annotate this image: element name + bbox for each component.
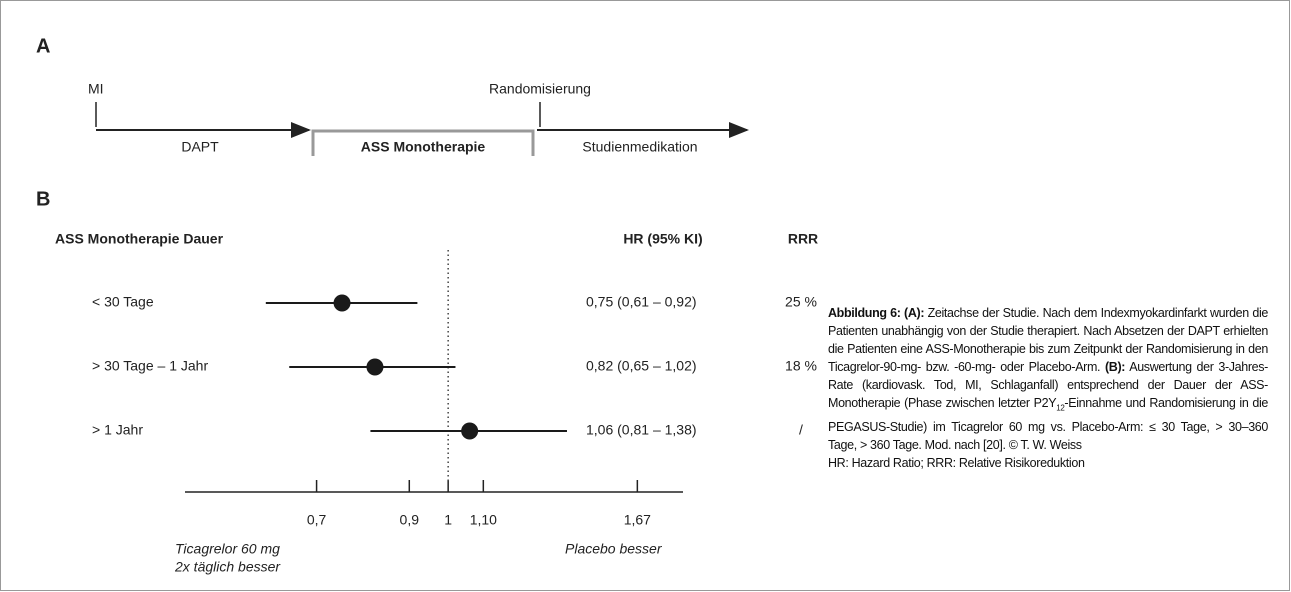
timeline-label: Randomisierung — [489, 81, 591, 97]
point-estimate — [366, 358, 384, 376]
timeline-bracket — [311, 129, 535, 156]
x-tick-label: 1 — [444, 512, 452, 528]
caption-text: HR: Hazard Ratio; RRR: Relative Risikore… — [828, 455, 1085, 470]
value-label: 1,06 (0,81 – 1,38) — [586, 422, 697, 438]
value-label: 0,82 (0,65 – 1,02) — [586, 358, 697, 374]
x-tick-label: 0,7 — [307, 512, 327, 528]
value-label: 0,75 (0,61 – 0,92) — [586, 294, 697, 310]
column-header: ASS Monotherapie Dauer — [55, 231, 224, 247]
caption-bold: (A): — [904, 306, 925, 320]
rrr-label: 25 % — [785, 294, 817, 310]
point-estimate — [461, 422, 479, 440]
row-label: > 30 Tage – 1 Jahr — [92, 358, 208, 374]
caption: Abbildung 6: (A): Zeitachse der Studie. … — [828, 304, 1268, 472]
column-header: HR (95% KI) — [623, 231, 702, 247]
panel-label: A — [36, 35, 50, 57]
row-label: < 30 Tage — [92, 294, 154, 310]
timeline-label: Studienmedikation — [582, 139, 697, 155]
row-label: > 1 Jahr — [92, 422, 143, 438]
timeline-label: MI — [88, 81, 104, 97]
caption-text: Auswertung der 3-Jahres-Rate (kardiovask… — [828, 360, 1268, 410]
annotation: Ticagrelor 60 mg — [175, 541, 280, 557]
caption-bold: (B): — [1104, 360, 1126, 374]
rrr-label: 18 % — [785, 358, 817, 374]
point-estimate — [333, 294, 351, 312]
annotation: Placebo besser — [565, 541, 663, 557]
timeline-label: ASS Monotherapie — [361, 139, 486, 155]
caption-text: Zeitachse der Studie. Nach dem Indexmyok… — [828, 306, 1268, 374]
caption-bold: Abbildung 6: — [828, 306, 901, 320]
rrr-label: / — [799, 422, 803, 438]
x-tick-label: 1,67 — [624, 512, 651, 528]
caption-text: -Einnahme und Randomisierung in die PEGA… — [828, 396, 1268, 452]
annotation: 2x täglich besser — [174, 559, 281, 575]
caption-subscript: 12 — [1056, 403, 1065, 413]
x-tick-label: 1,10 — [470, 512, 497, 528]
column-header: RRR — [788, 231, 818, 247]
panel-label: B — [36, 188, 50, 210]
x-tick-label: 0,9 — [400, 512, 420, 528]
timeline-label: DAPT — [181, 139, 219, 155]
